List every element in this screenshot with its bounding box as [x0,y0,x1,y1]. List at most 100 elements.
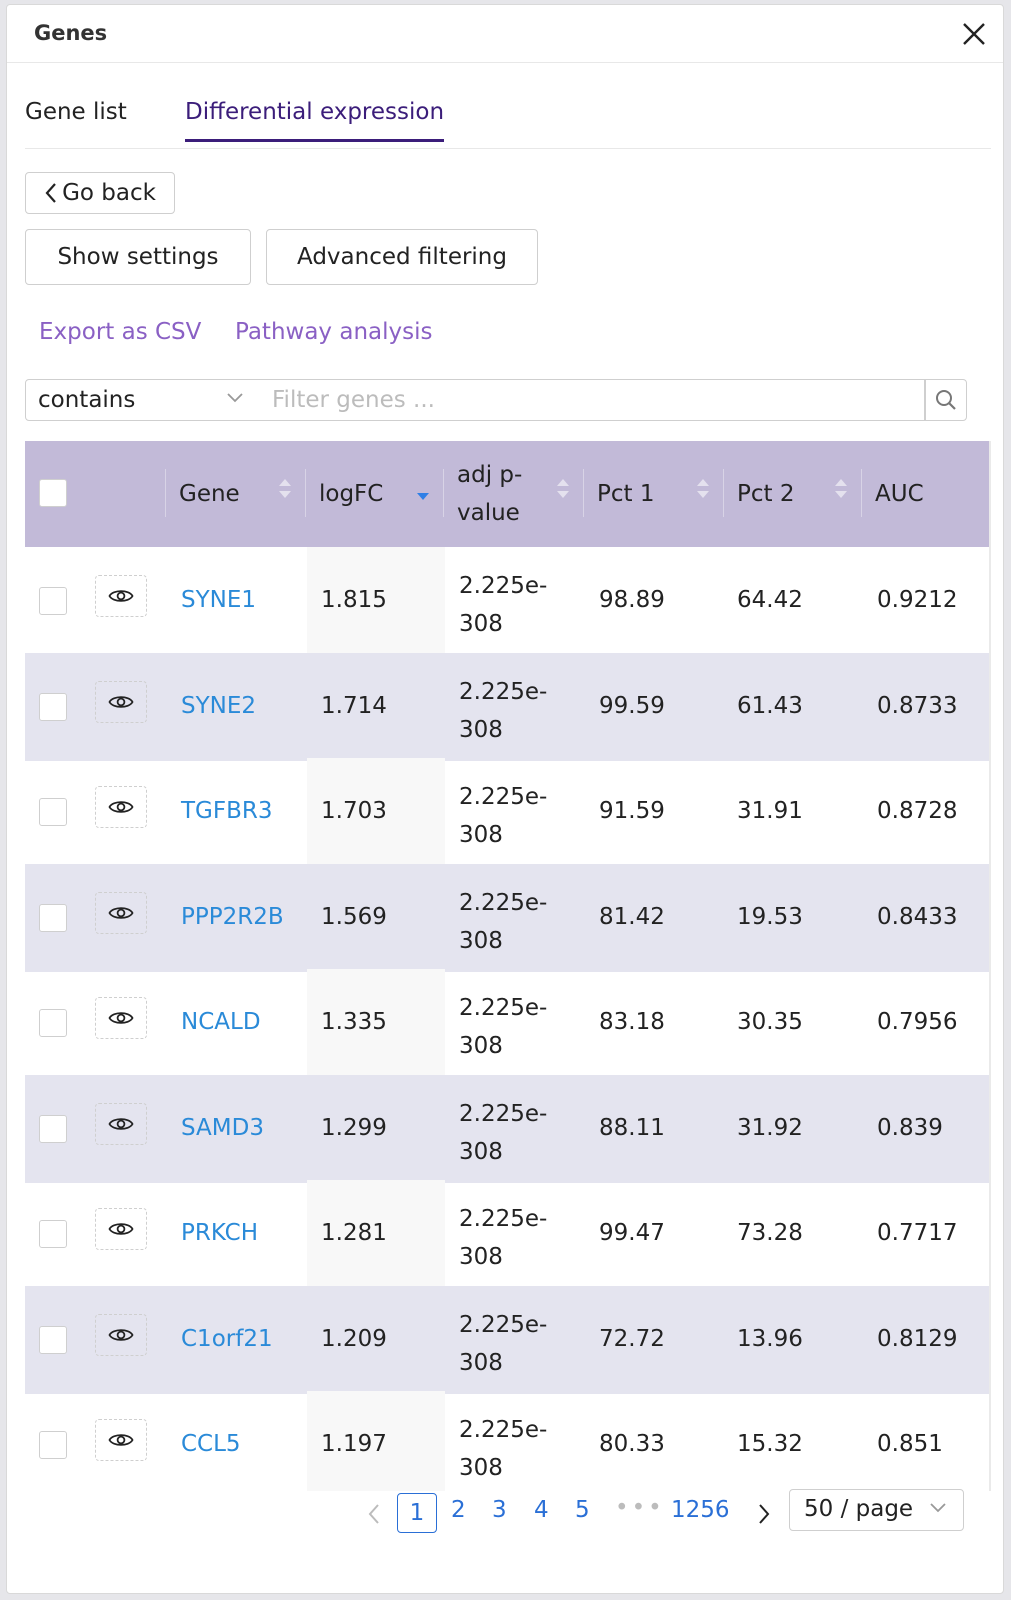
logfc-cell: 1.703 [321,798,387,824]
show-settings-button[interactable]: Show settings [25,229,251,285]
page-ellipsis[interactable]: ••• [615,1495,665,1521]
col-pct1[interactable]: Pct 1 [583,441,723,547]
view-eye-button[interactable] [95,891,147,934]
auc-cell: 0.8129 [877,1325,958,1352]
row-checkbox[interactable] [39,587,67,615]
pct2-cell: 15.32 [737,1431,803,1457]
gene-link[interactable]: SYNE1 [181,587,257,613]
table-row: C1orf21 1.209 2.225e-308 72.72 13.96 0.8129 [25,1285,991,1394]
row-checkbox[interactable] [39,1431,67,1459]
page-3[interactable]: 3 [492,1497,507,1523]
page-2[interactable]: 2 [451,1497,466,1523]
row-checkbox[interactable] [39,692,67,721]
pct2-cell: 64.42 [737,587,803,613]
page-size-select[interactable]: 50 / page [789,1489,964,1531]
view-eye-button[interactable] [95,786,147,828]
search-button[interactable] [925,379,967,421]
view-eye-button[interactable] [95,997,147,1039]
pct2-cell: 73.28 [737,1220,803,1246]
tab-bar: Gene list Differential expression [25,95,991,149]
table-row: TGFBR3 1.703 2.225e-308 91.59 31.91 0.8728 [25,758,991,866]
tab-differential-expression[interactable]: Differential expression [185,99,445,142]
adj-pvalue-cell: 2.225e-308 [459,573,548,637]
select-all-checkbox[interactable] [39,479,67,507]
table-row: PRKCH 1.281 2.225e-308 99.47 73.28 0.7717 [25,1180,991,1288]
auc-cell: 0.8733 [877,692,958,719]
pct2-cell: 31.92 [737,1114,803,1141]
table-header: Gene logFC adj p-value Pct 1 Pct 2 [25,441,991,547]
tab-gene-list[interactable]: Gene list [25,99,127,125]
horizontal-scroll-edge [989,441,991,1491]
gene-link[interactable]: NCALD [181,1009,261,1035]
go-back-button[interactable]: Go back [25,172,175,214]
filter-mode-select[interactable]: contains [25,379,261,421]
gene-link[interactable]: PPP2R2B [181,903,284,930]
pathway-analysis-link[interactable]: Pathway analysis [235,319,433,345]
view-eye-button[interactable] [95,575,147,617]
gene-link[interactable]: CCL5 [181,1431,241,1457]
gene-link[interactable]: SYNE2 [181,692,257,719]
page-1[interactable]: 1 [397,1493,437,1533]
view-eye-button[interactable] [95,1208,147,1250]
col-auc[interactable]: AUC [861,441,991,547]
gene-link[interactable]: C1orf21 [181,1325,273,1352]
next-page-icon[interactable] [757,1503,771,1529]
page-last[interactable]: 1256 [671,1497,730,1523]
auc-cell: 0.851 [877,1431,943,1457]
logfc-cell: 1.714 [321,692,387,719]
logfc-cell: 1.197 [321,1431,387,1457]
table-row: PPP2R2B 1.569 2.225e-308 81.42 19.53 0.8433 [25,863,991,972]
table-row: SAMD3 1.299 2.225e-308 88.11 31.92 0.839 [25,1074,991,1183]
sort-icon [557,479,569,509]
pct2-cell: 31.91 [737,798,803,824]
auc-cell: 0.839 [877,1114,943,1141]
page-4[interactable]: 4 [534,1497,549,1523]
col-adj-pvalue-label: adj p-value [457,462,523,526]
gene-link[interactable]: PRKCH [181,1220,259,1246]
sorted-column-bg [307,1074,445,1183]
table-row: NCALD 1.335 2.225e-308 83.18 30.35 0.7956 [25,969,991,1077]
pct2-cell: 19.53 [737,903,803,930]
close-icon[interactable] [961,21,987,47]
row-checkbox[interactable] [39,798,67,826]
gene-link[interactable]: SAMD3 [181,1114,264,1141]
sorted-column-bg [307,652,445,761]
eye-icon [108,695,134,708]
pct1-cell: 83.18 [599,1009,665,1035]
view-eye-button[interactable] [95,1102,147,1145]
advanced-filtering-button[interactable]: Advanced filtering [266,229,538,285]
de-table: Gene logFC adj p-value Pct 1 Pct 2 [25,441,991,1491]
export-csv-link[interactable]: Export as CSV [39,319,202,345]
row-checkbox[interactable] [39,1220,67,1248]
pct1-cell: 99.47 [599,1220,665,1246]
adj-pvalue-cell: 2.225e-308 [459,1417,548,1481]
view-eye-button[interactable] [95,1313,147,1356]
sorted-column-bg [307,547,445,655]
col-adj-pvalue[interactable]: adj p-value [443,441,583,547]
gene-link[interactable]: TGFBR3 [181,798,273,824]
view-eye-button[interactable] [95,680,147,723]
row-checkbox[interactable] [39,1114,67,1143]
page-size-value: 50 / page [804,1496,914,1522]
col-logfc[interactable]: logFC [305,441,443,547]
logfc-cell: 1.815 [321,587,387,613]
col-pct2[interactable]: Pct 2 [723,441,861,547]
sorted-column-bg [307,1391,445,1491]
sorted-column-bg [307,1285,445,1394]
filter-genes-input[interactable] [260,379,925,421]
row-checkbox[interactable] [39,1009,67,1037]
col-gene[interactable]: Gene [165,441,305,547]
row-checkbox[interactable] [39,903,67,932]
window-title: Genes [34,21,108,45]
adj-pvalue-cell: 2.225e-308 [459,889,548,954]
logfc-cell: 1.569 [321,903,387,930]
row-checkbox[interactable] [39,1325,67,1354]
page-5[interactable]: 5 [575,1497,590,1523]
pct1-cell: 99.59 [599,692,665,719]
eye-icon [108,590,134,602]
table-row: SYNE2 1.714 2.225e-308 99.59 61.43 0.8733 [25,652,991,761]
view-eye-button[interactable] [95,1419,147,1461]
prev-page-icon[interactable] [367,1503,381,1529]
sort-icon [697,479,709,509]
eye-icon [108,1117,134,1130]
